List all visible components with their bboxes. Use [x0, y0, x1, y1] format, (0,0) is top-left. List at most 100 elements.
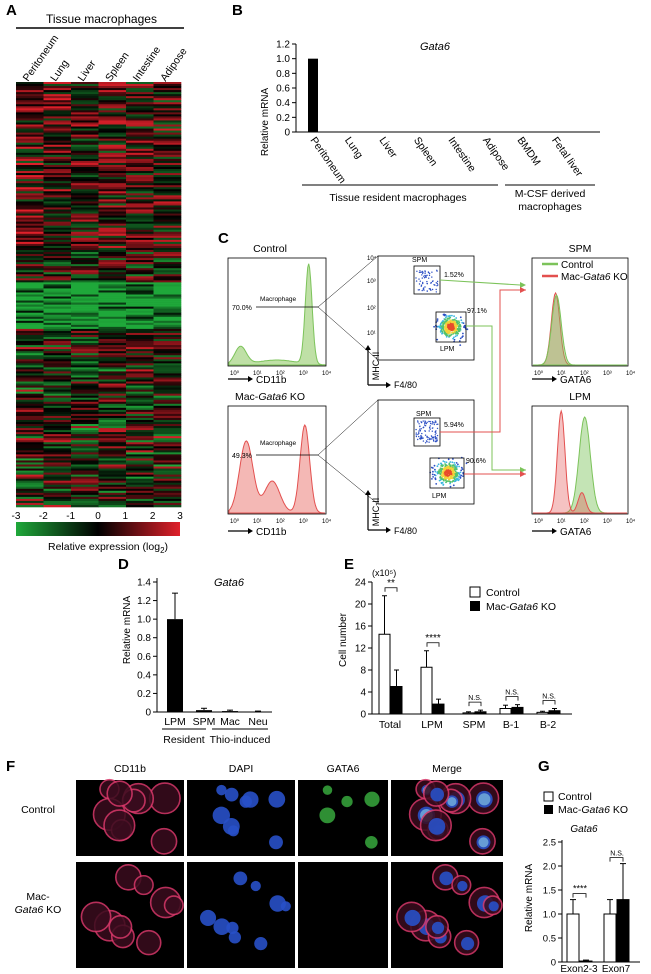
heatmap-cell [43, 468, 72, 471]
heatmap-cell [98, 140, 127, 144]
heatmap-cell [126, 86, 154, 89]
heatmap-cell [126, 268, 154, 271]
heatmap-cell [43, 104, 72, 107]
heatmap-cell [126, 181, 154, 184]
heatmap-cell [71, 116, 99, 119]
heatmap-cell [153, 122, 182, 125]
heatmap-cell [16, 88, 44, 91]
heatmap-cell [71, 411, 99, 415]
color-scale-tick: -2 [39, 511, 48, 522]
heatmap-cell [71, 450, 99, 453]
heatmap-cell [16, 134, 44, 137]
heatmap-cell [153, 215, 182, 218]
heatmap-cell [153, 316, 182, 320]
heatmap-cell [153, 175, 182, 178]
heatmap-cell [126, 138, 154, 141]
heatmap-cell [71, 82, 99, 85]
heatmap-cell [126, 140, 154, 144]
heatmap-cell [153, 120, 182, 123]
heatmap-cell [71, 436, 99, 439]
heatmap-cell [16, 185, 44, 188]
heatmap-cell [126, 130, 154, 133]
c-dot [418, 283, 421, 285]
heatmap-cell [126, 373, 154, 376]
heatmap-cell [16, 272, 44, 275]
c-ko-xticks: 10⁰ 10¹ 10² 10³ 10⁴ [230, 518, 332, 525]
heatmap-cell [98, 252, 127, 255]
heatmap-cell [98, 231, 127, 235]
heatmap-cell [16, 225, 44, 229]
heatmap-cell [71, 292, 99, 295]
heatmap-cell [126, 142, 154, 146]
heatmap-cell [16, 120, 44, 123]
heatmap-cell [98, 409, 127, 413]
heatmap-cell [43, 460, 72, 463]
heatmap-cell [126, 104, 154, 107]
heatmap-cell [71, 158, 99, 162]
heatmap-cell [16, 444, 44, 447]
heatmap-cell [126, 446, 154, 449]
heatmap-cell [98, 221, 127, 224]
c-dot [434, 470, 437, 473]
c-dot [442, 468, 445, 471]
heatmap-cell [153, 96, 182, 99]
heatmap-cell [16, 490, 44, 494]
heatmap-cell [126, 132, 154, 135]
c-dot [449, 482, 451, 485]
heatmap-cell [126, 308, 154, 311]
heatmap-cell [126, 189, 154, 192]
heatmap-cell [98, 286, 127, 289]
g-legend-control-swatch [543, 791, 554, 802]
heatmap-cell [71, 296, 99, 299]
heatmap-cell [71, 308, 99, 311]
heatmap-cell [43, 175, 72, 178]
heatmap-cell [71, 294, 99, 297]
heatmap-cell [16, 266, 44, 269]
heatmap-cell [43, 332, 72, 336]
heatmap-cell [126, 215, 154, 218]
heatmap-cell [153, 357, 182, 360]
heatmap-cell [16, 237, 44, 241]
heatmap-cell [153, 262, 182, 265]
heatmap-cell [153, 496, 182, 500]
heatmap-cell [43, 298, 72, 301]
heatmap-cell [43, 452, 72, 455]
heatmap-cell [126, 185, 154, 188]
heatmap-cell [16, 480, 44, 484]
heatmap-cell [98, 104, 127, 107]
heatmap-cell [43, 494, 72, 498]
heatmap-cell [98, 249, 127, 253]
heatmap-cell [71, 144, 99, 148]
color-scale-tick: 1 [123, 511, 129, 522]
heatmap-cell [153, 422, 182, 425]
heatmap-cell [126, 367, 154, 370]
heatmap-cell [71, 316, 99, 320]
heatmap-cell [71, 249, 99, 253]
c-dot [445, 481, 447, 484]
heatmap-cell [71, 94, 99, 97]
heatmap-cell [126, 160, 154, 164]
heatmap-cell [43, 349, 72, 352]
heatmap-cell [153, 179, 182, 182]
heatmap-cell [153, 231, 182, 235]
heatmap-cell [43, 205, 72, 208]
c-control-title: Control [253, 243, 287, 255]
heatmap-cell [126, 284, 154, 287]
c-dot [454, 335, 457, 338]
c-dot [458, 340, 461, 342]
heatmap-cell [43, 132, 72, 135]
c-dot [451, 331, 453, 334]
heatmap-cell [43, 430, 72, 433]
heatmap-cell [71, 191, 99, 194]
c-dot [426, 274, 428, 276]
heatmap-cell [16, 474, 44, 477]
c-dot [435, 288, 437, 291]
heatmap-cell [16, 150, 44, 154]
heatmap-cell [16, 478, 44, 481]
heatmap-cell [126, 389, 154, 392]
heatmap-cell [43, 308, 72, 311]
heatmap-cell [98, 332, 127, 336]
heatmap-cell [98, 175, 127, 178]
c-dot [426, 280, 428, 283]
heatmap-cell [126, 146, 154, 150]
